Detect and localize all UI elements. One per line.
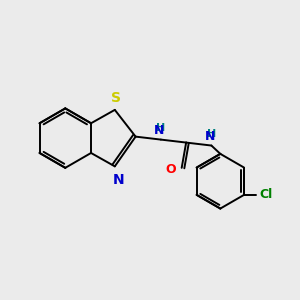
- Text: S: S: [111, 91, 121, 104]
- Text: N: N: [205, 130, 215, 143]
- Text: H: H: [207, 129, 217, 139]
- Text: N: N: [112, 173, 124, 187]
- Text: O: O: [166, 163, 176, 176]
- Text: H: H: [156, 123, 166, 133]
- Text: N: N: [154, 124, 165, 137]
- Text: Cl: Cl: [260, 188, 273, 201]
